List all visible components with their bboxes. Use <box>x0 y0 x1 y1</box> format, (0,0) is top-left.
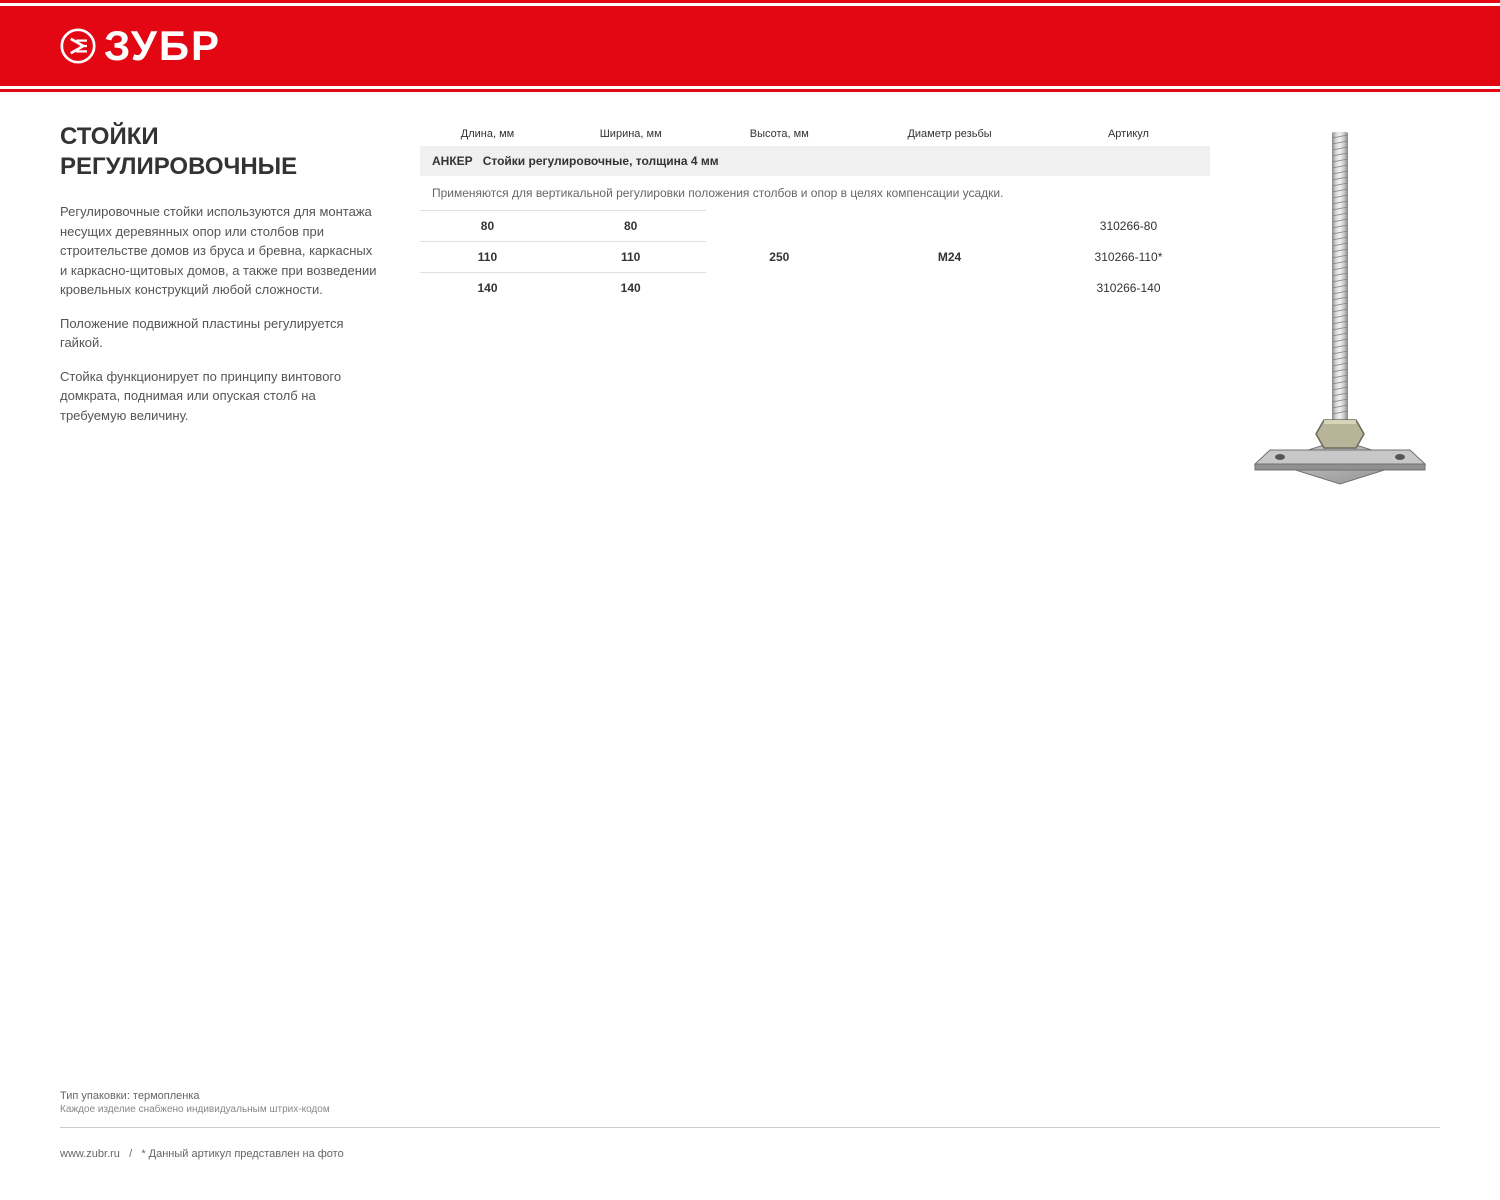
cell-width: 80 <box>555 211 706 242</box>
brand-name: ЗУБР <box>104 22 221 70</box>
subheader-text: Стойки регулировочные, толщина 4 мм <box>483 154 719 168</box>
cell-article: 310266-80 <box>1047 211 1210 242</box>
cell-length: 110 <box>420 242 555 273</box>
cell-width: 140 <box>555 273 706 304</box>
specifications-table: Длина, мм Ширина, мм Высота, мм Диаметр … <box>420 122 1210 303</box>
cell-article: 310266-140 <box>1047 273 1210 304</box>
subheader-cell: АНКЕР Стойки регулировочные, толщина 4 м… <box>420 146 1210 176</box>
main-area: Длина, мм Ширина, мм Высота, мм Диаметр … <box>420 122 1440 502</box>
table-description-row: Применяются для вертикальной регулировки… <box>420 176 1210 211</box>
col-thread: Диаметр резьбы <box>852 122 1047 146</box>
footer-packaging: Тип упаковки: термопленка <box>60 1088 1440 1105</box>
footer-divider <box>60 1127 1440 1128</box>
cell-height: 250 <box>706 211 852 304</box>
description-paragraph-2: Положение подвижной пластины регулируетс… <box>60 314 380 353</box>
cell-thread: M24 <box>852 211 1047 304</box>
cell-article: 310266-110* <box>1047 242 1210 273</box>
col-width: Ширина, мм <box>555 122 706 146</box>
product-image <box>1240 122 1440 502</box>
brand-logo-icon <box>60 28 96 64</box>
col-height: Высота, мм <box>706 122 852 146</box>
sidebar: СТОЙКИ РЕГУЛИРОВОЧНЫЕ Регулировочные сто… <box>60 122 380 502</box>
col-length: Длина, мм <box>420 122 555 146</box>
subheader-prefix: АНКЕР <box>432 154 473 168</box>
footer: Тип упаковки: термопленка Каждое изделие… <box>60 1088 1440 1161</box>
brand-logo: ЗУБР <box>60 22 1500 70</box>
col-article: Артикул <box>1047 122 1210 146</box>
footer-url: www.zubr.ru <box>60 1148 120 1160</box>
table-header-row: Длина, мм Ширина, мм Высота, мм Диаметр … <box>420 122 1210 146</box>
header-band: ЗУБР <box>0 6 1500 86</box>
title-line-1: СТОЙКИ <box>60 123 159 150</box>
table-subheader-row: АНКЕР Стойки регулировочные, толщина 4 м… <box>420 146 1210 176</box>
table-row: 80 80 250 M24 310266-80 <box>420 211 1210 242</box>
description-cell: Применяются для вертикальной регулировки… <box>420 176 1210 211</box>
content-wrapper: СТОЙКИ РЕГУЛИРОВОЧНЫЕ Регулировочные сто… <box>0 92 1500 502</box>
cell-length: 80 <box>420 211 555 242</box>
description-paragraph-1: Регулировочные стойки используются для м… <box>60 202 380 300</box>
footer-asterisk-note: * Данный артикул представлен на фото <box>141 1148 343 1160</box>
page-title: СТОЙКИ РЕГУЛИРОВОЧНЫЕ <box>60 122 380 182</box>
footer-url-line: www.zubr.ru / * Данный артикул представл… <box>60 1148 1440 1160</box>
cell-length: 140 <box>420 273 555 304</box>
footer-barcode-note: Каждое изделие снабжено индивидуальным ш… <box>60 1104 1440 1115</box>
title-line-2: РЕГУЛИРОВОЧНЫЕ <box>60 153 297 180</box>
description-paragraph-3: Стойка функционирует по принципу винтово… <box>60 367 380 426</box>
cell-width: 110 <box>555 242 706 273</box>
header-top-strip <box>0 0 1500 3</box>
table-area: Длина, мм Ширина, мм Высота, мм Диаметр … <box>420 122 1210 502</box>
